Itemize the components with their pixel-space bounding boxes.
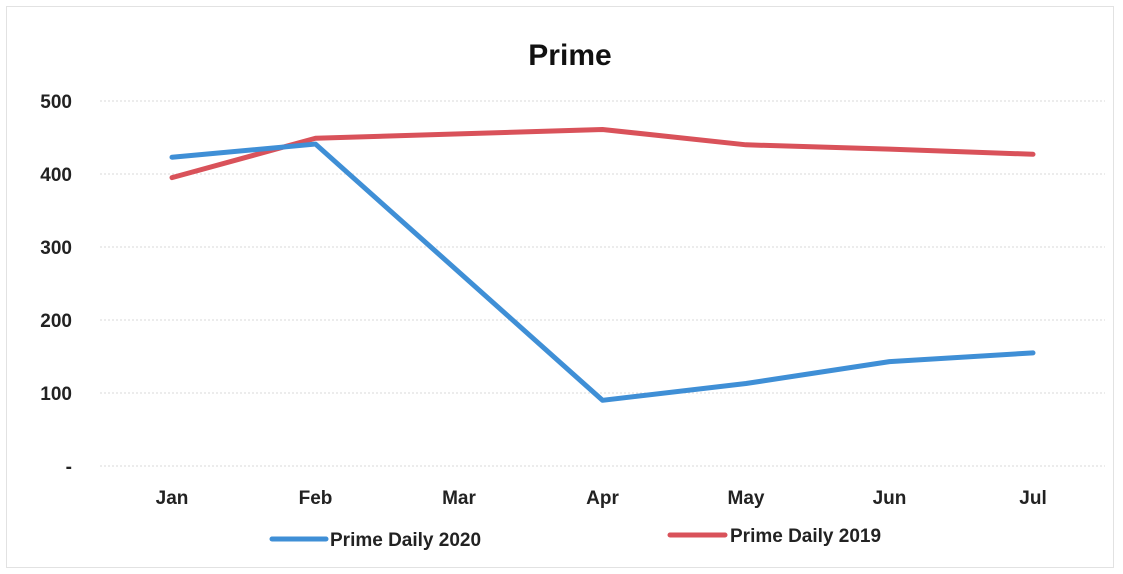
legend-label: Prime Daily 2020 (330, 530, 481, 551)
y-axis-ticks: - 100 200 300 400 500 (40, 92, 72, 478)
y-tick-label: 300 (40, 238, 72, 259)
x-tick-label: Jan (156, 488, 189, 509)
x-axis-ticks: Jan Feb Mar Apr May Jun Jul (156, 488, 1047, 509)
series-lines (169, 126, 1036, 403)
legend: Prime Daily 2020 Prime Daily 2019 (269, 526, 881, 551)
series-line-0 (169, 141, 1036, 403)
x-tick-label: Jun (873, 488, 907, 509)
y-tick-label: 400 (40, 165, 72, 186)
y-tick-label: - (66, 457, 72, 478)
x-tick-label: May (728, 488, 765, 509)
gridlines (100, 100, 1105, 467)
y-tick-label: 100 (40, 384, 72, 405)
series-line-1 (169, 126, 1036, 181)
x-tick-label: Feb (299, 488, 333, 509)
x-tick-label: Mar (442, 488, 476, 509)
chart-title: Prime (528, 39, 611, 72)
x-tick-label: Apr (586, 488, 619, 509)
legend-label: Prime Daily 2019 (730, 526, 881, 547)
y-tick-label: 200 (40, 311, 72, 332)
x-tick-label: Jul (1019, 488, 1046, 509)
chart-frame (6, 6, 1114, 568)
y-tick-label: 500 (40, 92, 72, 113)
